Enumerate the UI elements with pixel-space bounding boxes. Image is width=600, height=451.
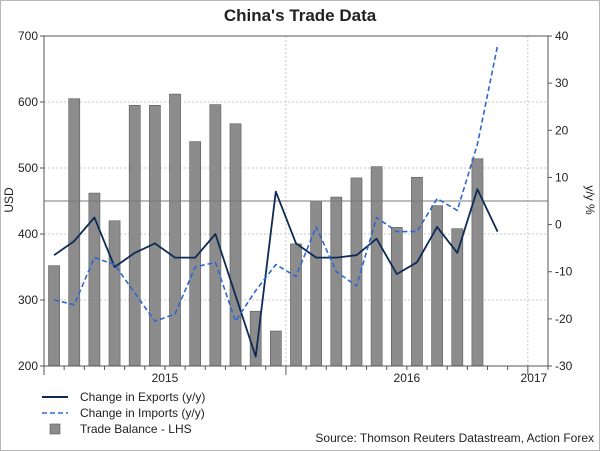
bar — [390, 227, 403, 367]
bar — [370, 166, 383, 367]
y-axis-label-right: y/y % — [583, 185, 597, 215]
bar — [411, 176, 423, 367]
bar — [169, 93, 181, 367]
bar — [149, 105, 161, 367]
imports-swatch — [42, 412, 68, 414]
legend-label-balance: Trade Balance - LHS — [80, 422, 192, 436]
plot-border — [43, 35, 549, 367]
exports-line — [53, 188, 499, 358]
bar — [229, 123, 242, 367]
bar — [68, 98, 81, 367]
bar — [48, 265, 60, 367]
source-note: Source: Thomson Reuters Datastream, Acti… — [315, 431, 594, 445]
bar — [310, 200, 323, 367]
legend: Change in Exports (y/y) Change in Import… — [40, 389, 205, 437]
tick-label-left: 600 — [18, 95, 38, 109]
legend-label-exports: Change in Exports (y/y) — [80, 390, 206, 404]
tick-label-x: 2015 — [152, 371, 179, 385]
tick-label-left: 700 — [18, 29, 38, 43]
bar — [290, 243, 302, 367]
tick-label-right: 0 — [555, 218, 562, 232]
tick-label-left: 500 — [18, 161, 38, 175]
tick-label-x: 2016 — [394, 371, 421, 385]
bar — [269, 330, 282, 367]
tick-label-right: 20 — [555, 123, 569, 137]
tick-label-right: 40 — [555, 29, 569, 43]
imports-line — [53, 45, 499, 323]
axes-group: 200 300 400 500 600 700 -30 -20 -10 0 10 20 30 40 2015… — [18, 29, 573, 385]
bar — [431, 205, 443, 367]
bar — [108, 220, 121, 367]
exports-swatch — [42, 396, 68, 398]
tick-label-right: 10 — [555, 170, 569, 184]
tick-label-right: -30 — [555, 359, 573, 373]
bar — [128, 105, 141, 367]
tick-label-right: 30 — [555, 76, 569, 90]
chart-title: China's Trade Data — [223, 6, 377, 25]
tick-label-left: 300 — [18, 293, 38, 307]
legend-item-balance: Trade Balance - LHS — [40, 421, 205, 437]
lines-group — [44, 45, 548, 358]
balance-swatch — [49, 423, 61, 435]
legend-item-exports: Change in Exports (y/y) — [40, 389, 205, 405]
tick-label-right: -20 — [555, 312, 573, 326]
tick-label-left: 400 — [18, 227, 38, 241]
tick-label-x: 2017 — [521, 371, 548, 385]
bar — [330, 196, 343, 367]
y-axis-label-left: USD — [2, 187, 16, 213]
legend-item-imports: Change in Imports (y/y) — [40, 405, 205, 421]
tick-label-right: -10 — [555, 265, 573, 279]
tick-label-left: 200 — [18, 359, 38, 373]
legend-label-imports: Change in Imports (y/y) — [80, 406, 205, 420]
